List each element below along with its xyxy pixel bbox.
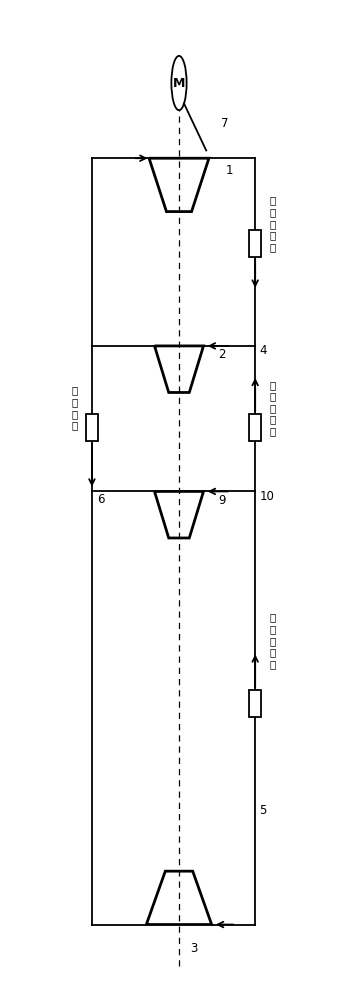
- Text: 3: 3: [190, 942, 197, 955]
- Bar: [249, 414, 261, 441]
- Bar: [249, 230, 261, 257]
- Text: 4: 4: [259, 344, 267, 357]
- Text: 中
温
热
介
质: 中 温 热 介 质: [270, 195, 276, 252]
- Text: M: M: [173, 77, 185, 90]
- Bar: [249, 690, 261, 717]
- Bar: [86, 414, 98, 441]
- Text: 5: 5: [259, 804, 267, 817]
- Text: 7: 7: [221, 117, 229, 130]
- Text: 冷
却
介
质: 冷 却 介 质: [71, 386, 77, 430]
- Text: 6: 6: [97, 493, 104, 506]
- Text: 10: 10: [259, 490, 274, 503]
- Text: 2: 2: [218, 348, 226, 361]
- Text: 中
温
热
介
质: 中 温 热 介 质: [270, 380, 276, 436]
- Text: 9: 9: [218, 494, 226, 507]
- Text: 被
加
热
介
质: 被 加 热 介 质: [270, 613, 276, 669]
- Text: 1: 1: [225, 164, 233, 177]
